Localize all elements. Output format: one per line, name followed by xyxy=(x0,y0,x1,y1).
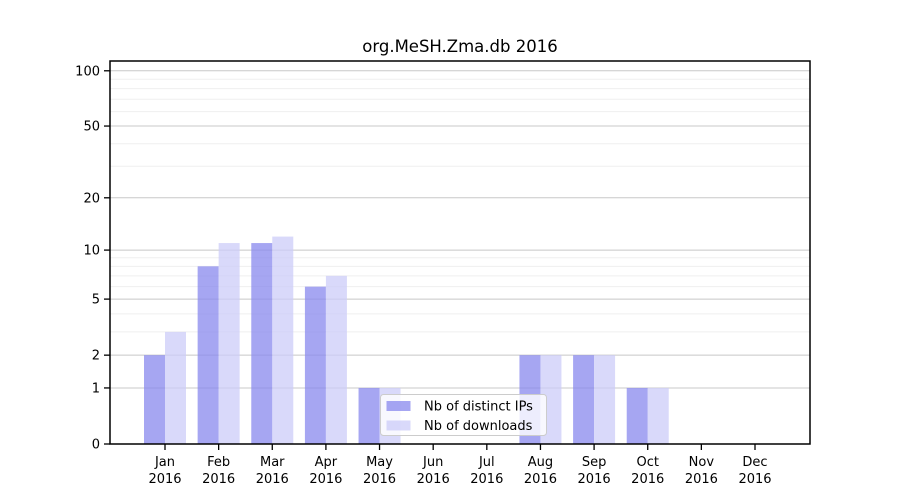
y-tick-label: 2 xyxy=(92,349,100,364)
x-tick-label-month: Oct xyxy=(636,455,658,470)
x-tick-label-year: 2016 xyxy=(417,472,450,487)
bar-nb-of-downloads-jan-2016 xyxy=(165,331,186,444)
legend-label-distinct-ips: Nb of distinct IPs xyxy=(424,400,533,415)
x-tick-label-month: Jun xyxy=(422,455,443,470)
legend: Nb of distinct IPs Nb of downloads xyxy=(380,394,547,436)
bar-nb-of-distinct-ips-feb-2016 xyxy=(197,266,219,444)
x-tick-label-month: Feb xyxy=(207,455,230,470)
axis-ticks xyxy=(104,70,756,450)
x-tick-label-month: Dec xyxy=(742,455,767,470)
bar-nb-of-downloads-feb-2016 xyxy=(218,243,240,444)
x-tick-label-year: 2016 xyxy=(578,472,611,487)
x-tick-label-month: Nov xyxy=(689,455,715,470)
y-tick-label: 20 xyxy=(83,191,100,206)
x-tick-label-month: May xyxy=(366,455,393,470)
x-tick-label-year: 2016 xyxy=(631,472,664,487)
y-tick-label: 1 xyxy=(92,381,100,396)
y-tick-label: 100 xyxy=(75,64,100,79)
y-tick-label: 50 xyxy=(83,120,100,135)
x-tick-label-month: Sep xyxy=(582,455,607,470)
x-tick-label-year: 2016 xyxy=(524,472,557,487)
legend-swatch-downloads xyxy=(386,420,411,431)
bar-nb-of-distinct-ips-oct-2016 xyxy=(626,387,648,444)
bar-nb-of-distinct-ips-may-2016 xyxy=(358,387,380,444)
x-tick-label-month: Jan xyxy=(154,455,175,470)
bar-nb-of-downloads-apr-2016 xyxy=(325,275,347,444)
x-tick-label-year: 2016 xyxy=(363,472,396,487)
bar-nb-of-downloads-oct-2016 xyxy=(647,387,669,444)
bar-nb-of-distinct-ips-sep-2016 xyxy=(573,355,595,444)
x-tick-label-month: Apr xyxy=(315,455,338,470)
bar-nb-of-distinct-ips-apr-2016 xyxy=(304,286,326,444)
x-tick-label-year: 2016 xyxy=(470,472,503,487)
x-tick-label-year: 2016 xyxy=(202,472,235,487)
axis-tick-labels: 0 1 2 5 10 20 50 100 Jan 2016 Feb 2016 Mar 2016 Apr 201… xyxy=(75,64,771,487)
y-tick-label: 0 xyxy=(92,438,100,453)
x-tick-label-month: Mar xyxy=(260,455,285,470)
chart-title: org.MeSH.Zma.db 2016 xyxy=(362,37,557,56)
x-tick-label-month: Aug xyxy=(528,455,553,470)
x-tick-label-year: 2016 xyxy=(256,472,289,487)
plot-border xyxy=(109,60,811,445)
x-tick-label-month: Jul xyxy=(478,455,495,470)
bar-nb-of-distinct-ips-mar-2016 xyxy=(251,243,273,444)
legend-label-downloads: Nb of downloads xyxy=(424,419,533,434)
bar-nb-of-downloads-mar-2016 xyxy=(272,236,294,444)
x-tick-label-year: 2016 xyxy=(685,472,718,487)
y-tick-label: 10 xyxy=(83,244,100,259)
x-tick-label-year: 2016 xyxy=(738,472,771,487)
legend-swatch-distinct-ips xyxy=(386,401,411,411)
bar-nb-of-distinct-ips-jan-2016 xyxy=(144,355,165,444)
y-tick-label: 5 xyxy=(92,293,100,308)
bar-nb-of-downloads-sep-2016 xyxy=(594,355,616,444)
x-tick-label-year: 2016 xyxy=(148,472,181,487)
legend-box xyxy=(380,394,547,436)
x-tick-label-year: 2016 xyxy=(309,472,342,487)
